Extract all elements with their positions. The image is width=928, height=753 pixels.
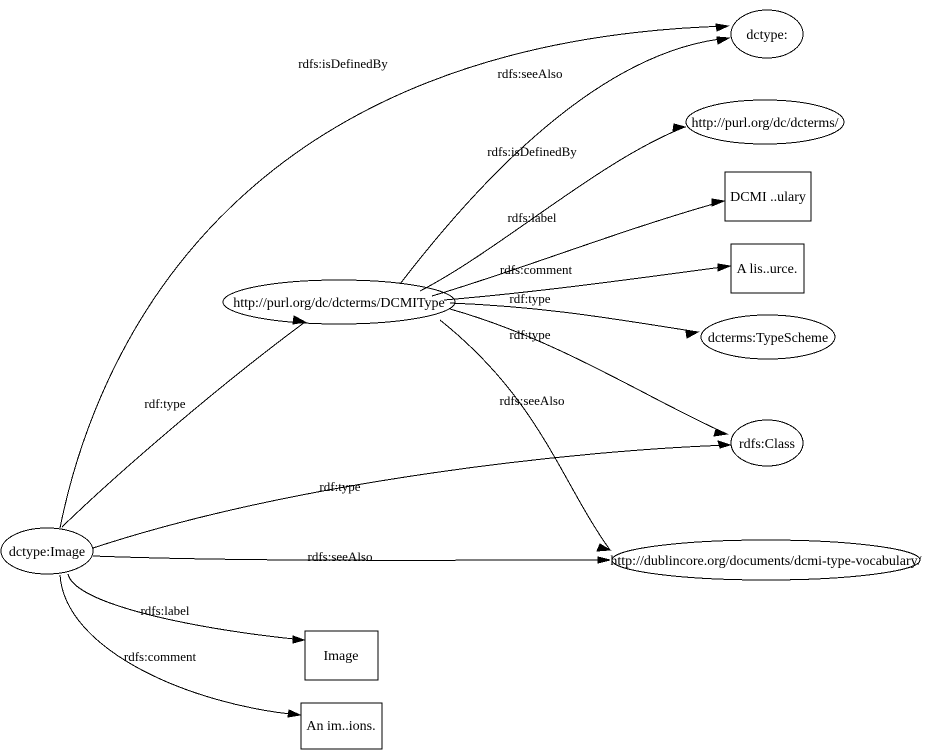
svg-text:rdfs:seeAlso: rdfs:seeAlso	[308, 549, 373, 564]
svg-text:http://purl.org/dc/dcterms/DCM: http://purl.org/dc/dcterms/DCMIType	[233, 296, 444, 311]
svg-text:rdfs:label: rdfs:label	[140, 603, 189, 618]
svg-text:dctype:: dctype:	[746, 28, 787, 43]
svg-text:DCMI ..ulary: DCMI ..ulary	[730, 190, 806, 205]
svg-text:rdfs:seeAlso: rdfs:seeAlso	[500, 393, 565, 408]
svg-text:rdfs:label: rdfs:label	[507, 210, 556, 225]
svg-text:A lis..urce.: A lis..urce.	[737, 262, 798, 277]
svg-text:http://dublincore.org/document: http://dublincore.org/documents/dcmi-typ…	[610, 554, 921, 569]
svg-text:dctype:Image: dctype:Image	[9, 545, 85, 560]
svg-text:rdfs:comment: rdfs:comment	[500, 262, 573, 277]
svg-text:rdf:type: rdf:type	[144, 396, 185, 411]
svg-text:rdfs:seeAlso: rdfs:seeAlso	[498, 66, 563, 81]
svg-text:rdf:type: rdf:type	[509, 327, 550, 342]
svg-text:An im..ions.: An im..ions.	[306, 719, 375, 734]
svg-text:rdf:type: rdf:type	[509, 291, 550, 306]
svg-text:rdfs:isDefinedBy: rdfs:isDefinedBy	[298, 56, 388, 71]
svg-text:rdfs:isDefinedBy: rdfs:isDefinedBy	[487, 144, 577, 159]
svg-text:Image: Image	[324, 649, 359, 664]
svg-text:rdfs:Class: rdfs:Class	[739, 437, 795, 452]
svg-text:dcterms:TypeScheme: dcterms:TypeScheme	[708, 331, 828, 346]
svg-text:rdfs:comment: rdfs:comment	[124, 649, 197, 664]
svg-text:rdf:type: rdf:type	[319, 479, 360, 494]
svg-text:http://purl.org/dc/dcterms/: http://purl.org/dc/dcterms/	[691, 116, 838, 131]
